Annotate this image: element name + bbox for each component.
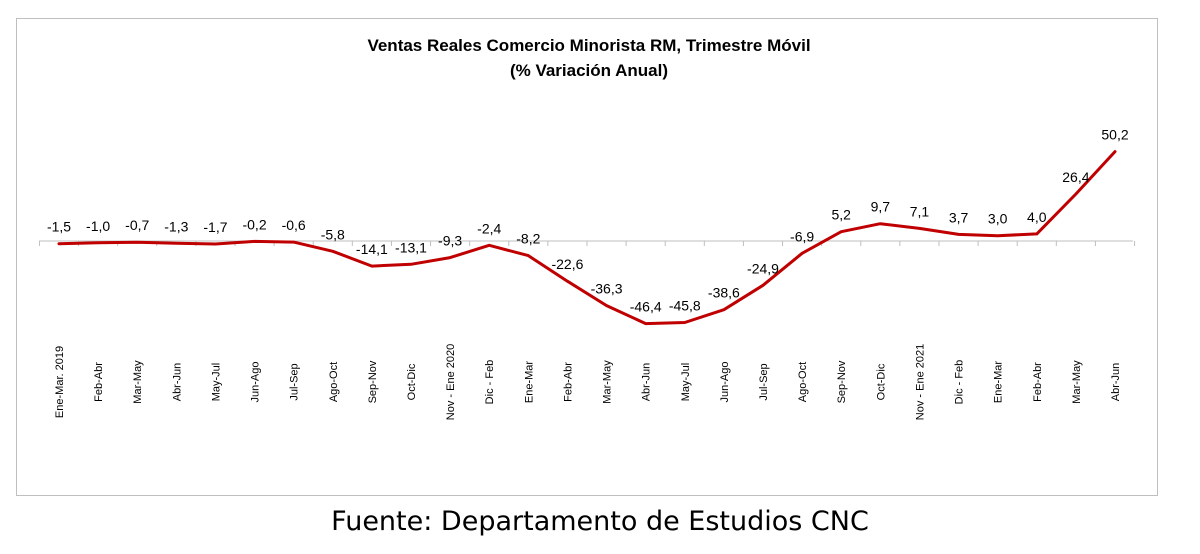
data-label: -38,6	[708, 285, 740, 301]
x-tick-label: Jul-Sep	[758, 363, 770, 400]
chart-title: Ventas Reales Comercio Minorista RM, Tri…	[367, 36, 810, 55]
data-point	[136, 241, 139, 244]
data-point	[566, 280, 569, 283]
data-point	[761, 284, 765, 287]
data-label: -0,6	[282, 217, 306, 233]
data-label: -6,9	[790, 228, 814, 244]
x-tick-label: Abr-Jun	[171, 363, 183, 402]
data-point	[1074, 192, 1078, 196]
data-label: -22,6	[551, 256, 583, 272]
data-label: -13,1	[395, 239, 427, 255]
data-label: 4,0	[1027, 209, 1047, 225]
data-point	[448, 256, 452, 259]
data-label: -1,3	[164, 218, 188, 234]
x-tick-label: Nov - Ene 2021	[914, 344, 926, 420]
data-point	[57, 242, 61, 245]
data-label: 9,7	[871, 199, 891, 215]
data-point	[175, 242, 178, 245]
data-point	[292, 240, 295, 244]
data-label: -0,2	[242, 216, 266, 232]
data-label: -45,8	[669, 298, 701, 314]
x-tick-label: Abr-Jun	[1110, 363, 1122, 402]
line-chart: Ventas Reales Comercio Minorista RM, Tri…	[38, 36, 1136, 420]
plot-area: -1,5 -1,0 -0,7 -1,3 -1,7 -0,2 -0,6 -5,8 -14,1 -13…	[38, 127, 1136, 420]
data-label: -2,4	[477, 220, 501, 236]
source-note: Fuente: Departamento de Estudios CNC	[331, 506, 869, 537]
x-tick-label: Dic - Feb	[484, 360, 496, 405]
data-label: -1,0	[86, 218, 110, 234]
data-point	[331, 250, 334, 253]
data-point	[253, 240, 256, 243]
x-tick-label: Feb-Abr	[1032, 362, 1044, 402]
x-tick-label: May-Jul	[210, 363, 222, 402]
x-tick-label: Sep-Nov	[367, 360, 379, 403]
data-label: -5,8	[321, 226, 345, 242]
x-tick-label: Mar-May	[602, 360, 614, 404]
x-tick-label: Jun-Ago	[719, 362, 731, 403]
x-tick-label: Sep-Nov	[836, 360, 848, 403]
data-label: 50,2	[1101, 127, 1128, 143]
data-point	[605, 304, 608, 307]
data-label: 3,7	[949, 209, 969, 225]
x-tick-label: Jun-Ago	[250, 362, 262, 403]
data-label: 26,4	[1062, 169, 1089, 185]
data-label: -14,1	[356, 241, 388, 257]
data-label: -36,3	[591, 281, 623, 297]
data-point	[996, 234, 999, 237]
data-point	[527, 254, 530, 257]
x-tick-label: May-Jul	[680, 363, 692, 402]
x-tick-label: Oct-Dic	[406, 363, 418, 400]
data-label: 3,0	[988, 211, 1008, 227]
data-point	[1113, 150, 1117, 153]
x-tick-label: Ago-Oct	[797, 362, 809, 402]
data-point	[370, 264, 374, 268]
x-tick-label: Abr-Jun	[641, 363, 653, 402]
data-point	[1035, 232, 1038, 236]
data-point	[409, 263, 413, 266]
data-point	[722, 308, 726, 311]
data-label: -1,7	[203, 219, 227, 235]
data-point	[644, 322, 647, 325]
data-point	[214, 242, 217, 246]
x-tick-label: Nov - Ene 2020	[445, 344, 457, 420]
x-tick-label: Mar-May	[1071, 360, 1083, 404]
data-point	[957, 233, 960, 236]
x-tick-label: Oct-Dic	[875, 363, 887, 400]
data-point	[96, 241, 100, 244]
data-point	[918, 227, 921, 230]
chart-frame: Ventas Reales Comercio Minorista RM, Tri…	[16, 18, 1158, 496]
data-label: -46,4	[630, 299, 662, 315]
chart-subtitle: (% Variación Anual)	[510, 61, 668, 80]
data-label: 7,1	[910, 203, 930, 219]
series-line	[57, 150, 1117, 326]
data-label: -1,5	[47, 219, 71, 235]
data-label: -8,2	[516, 231, 540, 247]
data-point	[488, 244, 491, 247]
data-label: -0,7	[125, 217, 149, 233]
x-tick-label: Ago-Oct	[328, 362, 340, 402]
x-tick-label: Mar-May	[132, 360, 144, 404]
x-tick-label: Ene-Mar	[993, 361, 1005, 404]
x-tick-label: Feb-Abr	[562, 362, 574, 402]
x-tick-label: Dic - Feb	[954, 360, 966, 405]
data-label: -24,9	[747, 260, 779, 276]
data-point	[800, 252, 804, 255]
x-tick-label: Ene-Mar. 2019	[54, 346, 66, 418]
data-label: 5,2	[831, 207, 851, 223]
data-point	[683, 321, 686, 324]
data-point	[879, 222, 882, 225]
x-tick-label: Ene-Mar	[523, 361, 535, 404]
data-point	[840, 230, 843, 233]
data-label: -9,3	[438, 233, 462, 249]
x-tick-label: Jul-Sep	[289, 363, 301, 400]
x-tick-label: Feb-Abr	[93, 362, 105, 402]
